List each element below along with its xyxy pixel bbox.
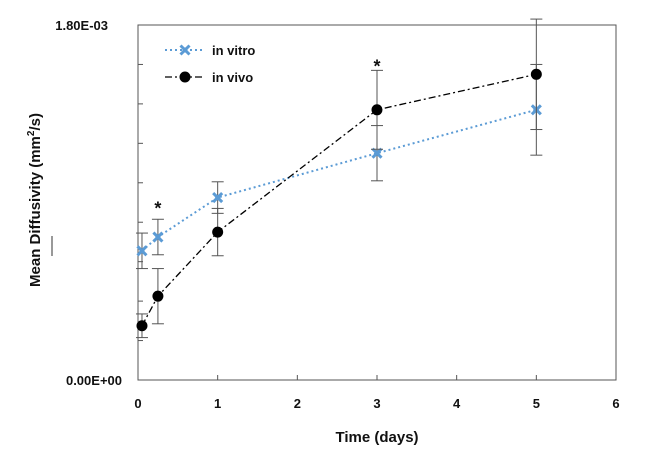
- legend-marker-in-vitro: [179, 44, 191, 56]
- annotation-layer: **: [154, 56, 380, 218]
- y-tick-label-top: 1.80E-03: [55, 18, 108, 33]
- x-tick-label-4: 4: [453, 396, 461, 411]
- series-layer: [135, 18, 543, 339]
- series-line-in-vivo: [141, 73, 537, 327]
- data-point-in-vivo-0: [136, 320, 148, 332]
- data-point-in-vivo-1: [152, 290, 164, 302]
- x-axis-ticks: [137, 375, 617, 380]
- series-line-in-vitro: [141, 108, 537, 252]
- significance-asterisk-0: *: [154, 198, 161, 218]
- y-tick-label-bottom: 0.00E+00: [66, 373, 122, 388]
- data-point-in-vitro-1-center: [155, 234, 161, 240]
- y-axis-title: Mean Diffusivity (mm2/s): [26, 113, 44, 287]
- x-tick-label-2: 2: [294, 396, 301, 411]
- data-point-in-vitro-2: [212, 192, 224, 204]
- legend-marker-shape-in-vitro: [179, 44, 191, 56]
- data-point-in-vivo-4: [530, 68, 542, 80]
- data-point-in-vitro-1: [152, 231, 164, 243]
- x-tick-label-1: 1: [214, 396, 221, 411]
- x-tick-label-6: 6: [612, 396, 619, 411]
- legend-marker-shape-in-vitro-center: [182, 47, 188, 53]
- x-axis-title: Time (days): [335, 429, 418, 446]
- data-point-in-vitro-3: [371, 147, 383, 159]
- data-point-in-vivo-2: [212, 226, 224, 238]
- y-axis-title-tail: /s): [27, 113, 44, 131]
- legend-marker-in-vivo: [179, 71, 191, 83]
- y-axis-title-main: Mean Diffusivity (mm: [27, 136, 44, 287]
- data-point-in-vivo-3: [371, 104, 383, 116]
- series-in-vitro: [135, 63, 543, 270]
- data-point-in-vitro-0: [136, 245, 148, 257]
- data-point-in-vitro-3-center: [374, 150, 380, 156]
- legend-label-in-vitro: in vitro: [212, 43, 255, 58]
- x-tick-label-3: 3: [373, 396, 380, 411]
- x-tick-label-5: 5: [533, 396, 540, 411]
- legend: in vitro in vivo: [165, 43, 255, 85]
- x-tick-labels: 0 1 2 3 4 5 6: [134, 396, 619, 411]
- y-axis-title-superscript: 2: [26, 130, 37, 136]
- data-point-in-vitro-2-center: [215, 195, 221, 201]
- legend-label-in-vivo: in vivo: [212, 70, 253, 85]
- series-in-vivo: [135, 18, 543, 339]
- data-point-in-vitro-0-center: [139, 248, 145, 254]
- x-tick-label-0: 0: [134, 396, 141, 411]
- legend-marker-shape-in-vivo: [179, 71, 191, 83]
- significance-asterisk-1: *: [373, 56, 380, 76]
